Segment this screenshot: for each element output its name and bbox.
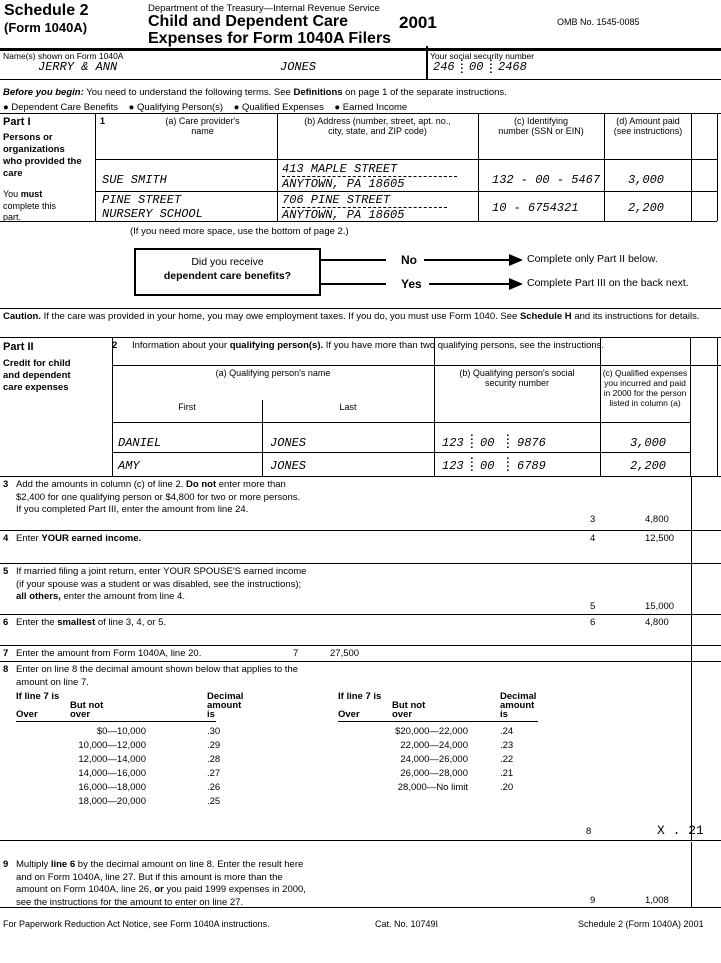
svg-text:Yes: Yes (401, 277, 422, 291)
svg-text:No: No (401, 253, 417, 267)
